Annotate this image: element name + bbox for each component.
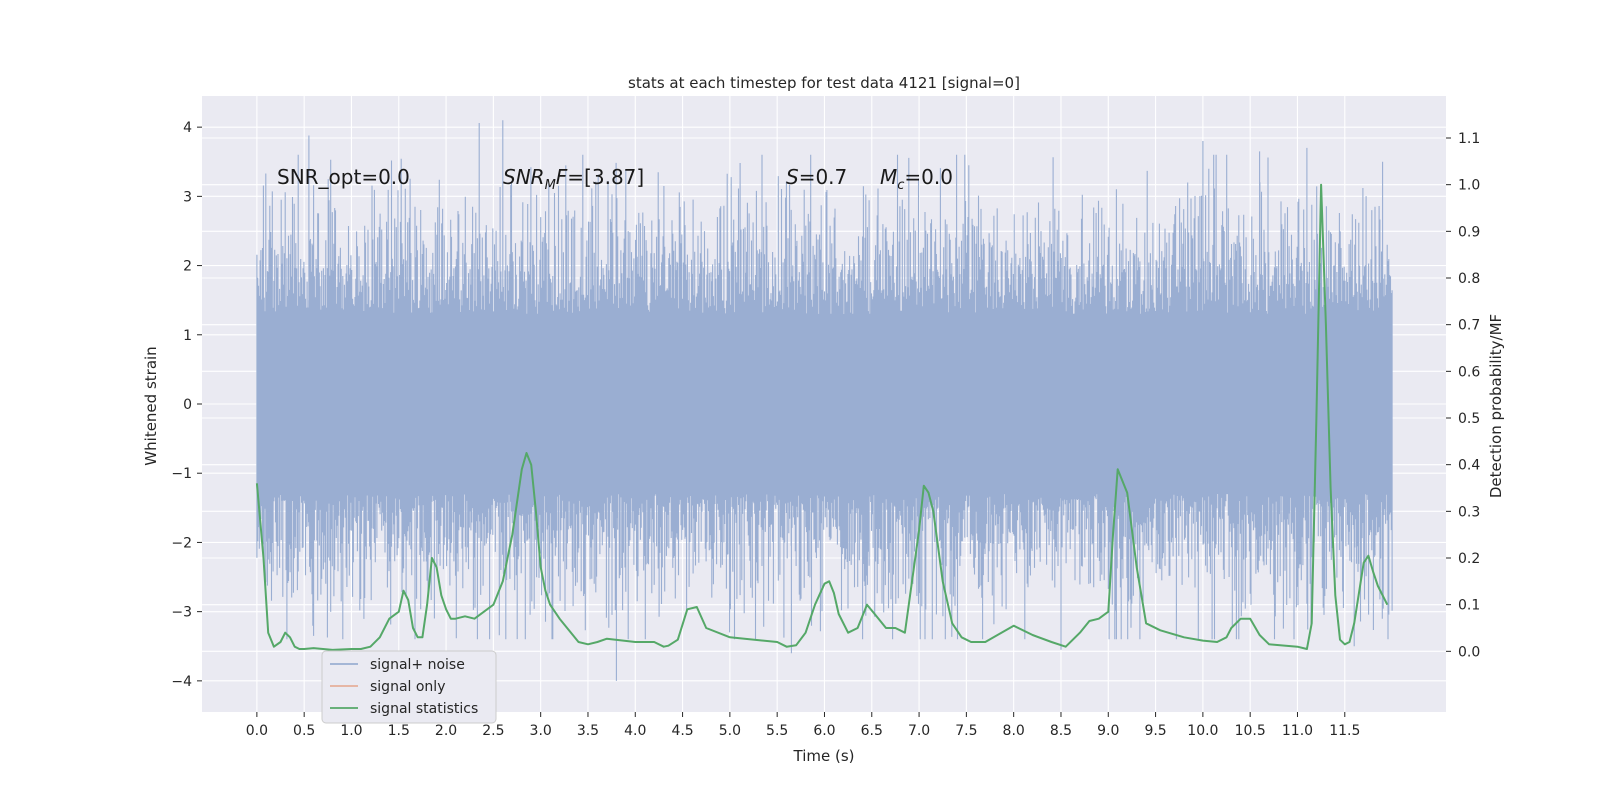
y-left-tick-label-0: 4	[183, 120, 192, 136]
y-left-tick-label-4: 0	[183, 397, 192, 413]
y-right-tick-label-11: 0.0	[1458, 644, 1480, 660]
noise-trace	[256, 120, 1393, 681]
chart-title: stats at each timestep for test data 412…	[628, 74, 1020, 92]
y-left-tick-label-2: 2	[183, 259, 192, 275]
x-tick-label-7: 3.5	[577, 723, 599, 739]
x-tick-label-18: 9.0	[1097, 723, 1119, 739]
series-signal-statistics	[255, 183, 1389, 651]
y-right-tick-label-9: 0.2	[1458, 551, 1480, 567]
y-right-tick-label-10: 0.1	[1458, 598, 1480, 614]
x-tick-label-16: 8.0	[1003, 723, 1025, 739]
x-tick-label-6: 3.0	[530, 723, 552, 739]
legend-label-signal-plus-noise: signal+ noise	[370, 657, 465, 673]
y-left-tick-label-8: −4	[171, 674, 192, 690]
x-tick-label-14: 7.0	[908, 723, 930, 739]
legend-box	[321, 650, 497, 724]
x-tick-label-12: 6.0	[813, 723, 835, 739]
x-tick-label-15: 7.5	[955, 723, 977, 739]
signal-statistics-line	[255, 183, 1389, 651]
legend-label-signal-statistics: signal statistics	[370, 701, 478, 717]
x-tick-label-23: 11.5	[1329, 723, 1360, 739]
y-left-tick-label-3: 1	[183, 328, 192, 344]
y-right-tick-label-1: 1.0	[1458, 178, 1480, 194]
annotation-s: S=0.7	[786, 165, 847, 189]
y-left-axis-label: Whitened strain	[142, 346, 160, 465]
x-axis-label: Time (s)	[793, 747, 855, 765]
x-tick-label-10: 5.0	[719, 723, 741, 739]
x-tick-label-13: 6.5	[861, 723, 883, 739]
x-tick-label-17: 8.5	[1050, 723, 1072, 739]
y-right-tick-label-6: 0.5	[1458, 411, 1480, 427]
y-right-tick-label-0: 1.1	[1458, 131, 1480, 147]
x-tick-label-1: 0.5	[293, 723, 315, 739]
y-left-tick-label-6: −2	[171, 535, 192, 551]
y-left-tick-label-7: −3	[171, 605, 192, 621]
y-right-tick-label-8: 0.3	[1458, 504, 1480, 520]
x-tick-label-11: 5.5	[766, 723, 788, 739]
x-tick-label-5: 2.5	[482, 723, 504, 739]
y-right-tick-label-7: 0.4	[1458, 458, 1480, 474]
x-tick-label-20: 10.0	[1187, 723, 1218, 739]
legend: signal+ noise signal only signal statist…	[321, 650, 497, 724]
x-tick-label-9: 4.5	[671, 723, 693, 739]
y-right-tick-label-2: 0.9	[1458, 224, 1480, 240]
legend-label-signal-only: signal only	[370, 679, 445, 695]
y-right-tick-label-5: 0.6	[1458, 364, 1480, 380]
annotation-snr-opt: SNR_opt=0.0	[277, 165, 410, 189]
y-left-axis-ticks: 4 3 2 1 0 −1 −2 −3 −4	[171, 120, 202, 690]
x-tick-label-22: 11.0	[1282, 723, 1313, 739]
annotation-mc: Mc=0.0	[880, 165, 953, 193]
x-tick-label-19: 9.5	[1144, 723, 1166, 739]
series-signal-plus-noise	[256, 120, 1393, 681]
y-left-tick-label-1: 3	[183, 189, 192, 205]
annotation-snr-mf: SNRMF=[3.87]	[503, 165, 644, 193]
y-left-tick-label-5: −1	[171, 466, 192, 482]
y-right-tick-label-4: 0.7	[1458, 318, 1480, 334]
x-axis-ticks: 0.0 0.5 1.0 1.5 2.0 2.5 3.0 3.5 4.0 4.5 5.0 5.5 6.0 6…	[246, 712, 1360, 739]
x-tick-label-0: 0.0	[246, 723, 268, 739]
y-right-axis-label: Detection probability/MF	[1487, 314, 1505, 498]
y-right-tick-label-3: 0.8	[1458, 271, 1480, 287]
x-tick-label-4: 2.0	[435, 723, 457, 739]
x-tick-label-21: 10.5	[1235, 723, 1266, 739]
y-right-axis-ticks: 1.1 1.0 0.9 0.8 0.7 0.6 0.5 0.4 0.3 0.2 0.1 0.0	[1446, 131, 1480, 660]
x-tick-label-2: 1.0	[340, 723, 362, 739]
x-tick-label-3: 1.5	[388, 723, 410, 739]
x-tick-label-8: 4.0	[624, 723, 646, 739]
